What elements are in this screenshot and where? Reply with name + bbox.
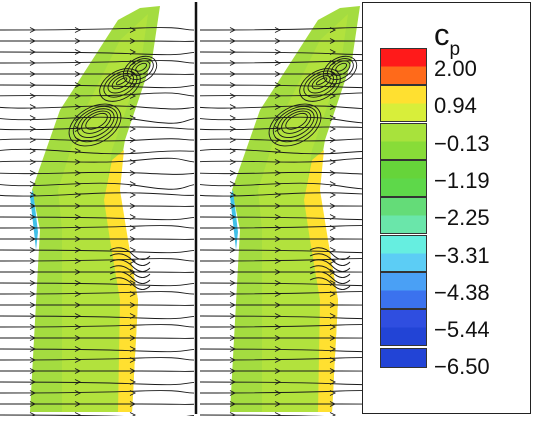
- streamline-arrow: [230, 138, 235, 143]
- legend-swatch: [380, 348, 427, 368]
- legend-label: −6.50: [434, 356, 490, 378]
- legend-label: −2.25: [434, 207, 490, 229]
- streamline-arrow: [330, 413, 335, 417]
- legend-swatch: [380, 85, 427, 122]
- legend-swatch: [380, 197, 427, 234]
- streamline-arrow: [275, 50, 280, 55]
- streamline-arrow: [330, 182, 335, 187]
- legend-swatch: [380, 235, 427, 272]
- streamline-arrow: [130, 413, 135, 417]
- legend-swatch: [380, 272, 427, 309]
- streamline-arrow: [230, 171, 235, 176]
- streamline-arrow: [30, 160, 35, 165]
- streamline-arrow: [230, 94, 235, 99]
- legend-swatch: [380, 48, 427, 85]
- streamline-arrow: [75, 50, 80, 55]
- legend-label: 2.00: [434, 58, 477, 80]
- streamline-arrow: [330, 149, 335, 154]
- streamline-arrow: [275, 61, 280, 66]
- legend-label: −1.19: [434, 170, 490, 192]
- streamline-arrow: [30, 105, 35, 110]
- streamline-arrow: [230, 105, 235, 110]
- streamline-arrow: [230, 127, 235, 132]
- streamline-arrow: [75, 28, 80, 33]
- legend-label: −4.38: [434, 282, 490, 304]
- legend-swatch: [380, 309, 427, 346]
- streamline-arrow: [130, 149, 135, 154]
- legend-swatch: [380, 123, 427, 160]
- legend-label: −3.31: [434, 245, 490, 267]
- streamline-arrow: [230, 160, 235, 165]
- legend-label: −5.44: [434, 319, 490, 341]
- legend-title-main: c: [434, 17, 450, 52]
- legend-label: 0.94: [434, 95, 477, 117]
- panel-content: [0, 6, 200, 416]
- streamline-arrow: [30, 171, 35, 176]
- legend-label: −0.13: [434, 133, 490, 155]
- left-panel: [0, 6, 200, 416]
- streamline-arrow: [275, 28, 280, 33]
- streamline-arrow: [30, 138, 35, 143]
- streamline-arrow: [130, 182, 135, 187]
- streamline-arrow: [30, 127, 35, 132]
- legend-title: cp: [434, 17, 460, 53]
- colorbar-legend: cp 2.00 0.94 −0.13 −1.19 −2.25 −3.31 −4.38 −5.4…: [362, 2, 531, 414]
- streamline-arrow: [30, 94, 35, 99]
- streamline-arrow: [75, 61, 80, 66]
- legend-swatch: [380, 160, 427, 197]
